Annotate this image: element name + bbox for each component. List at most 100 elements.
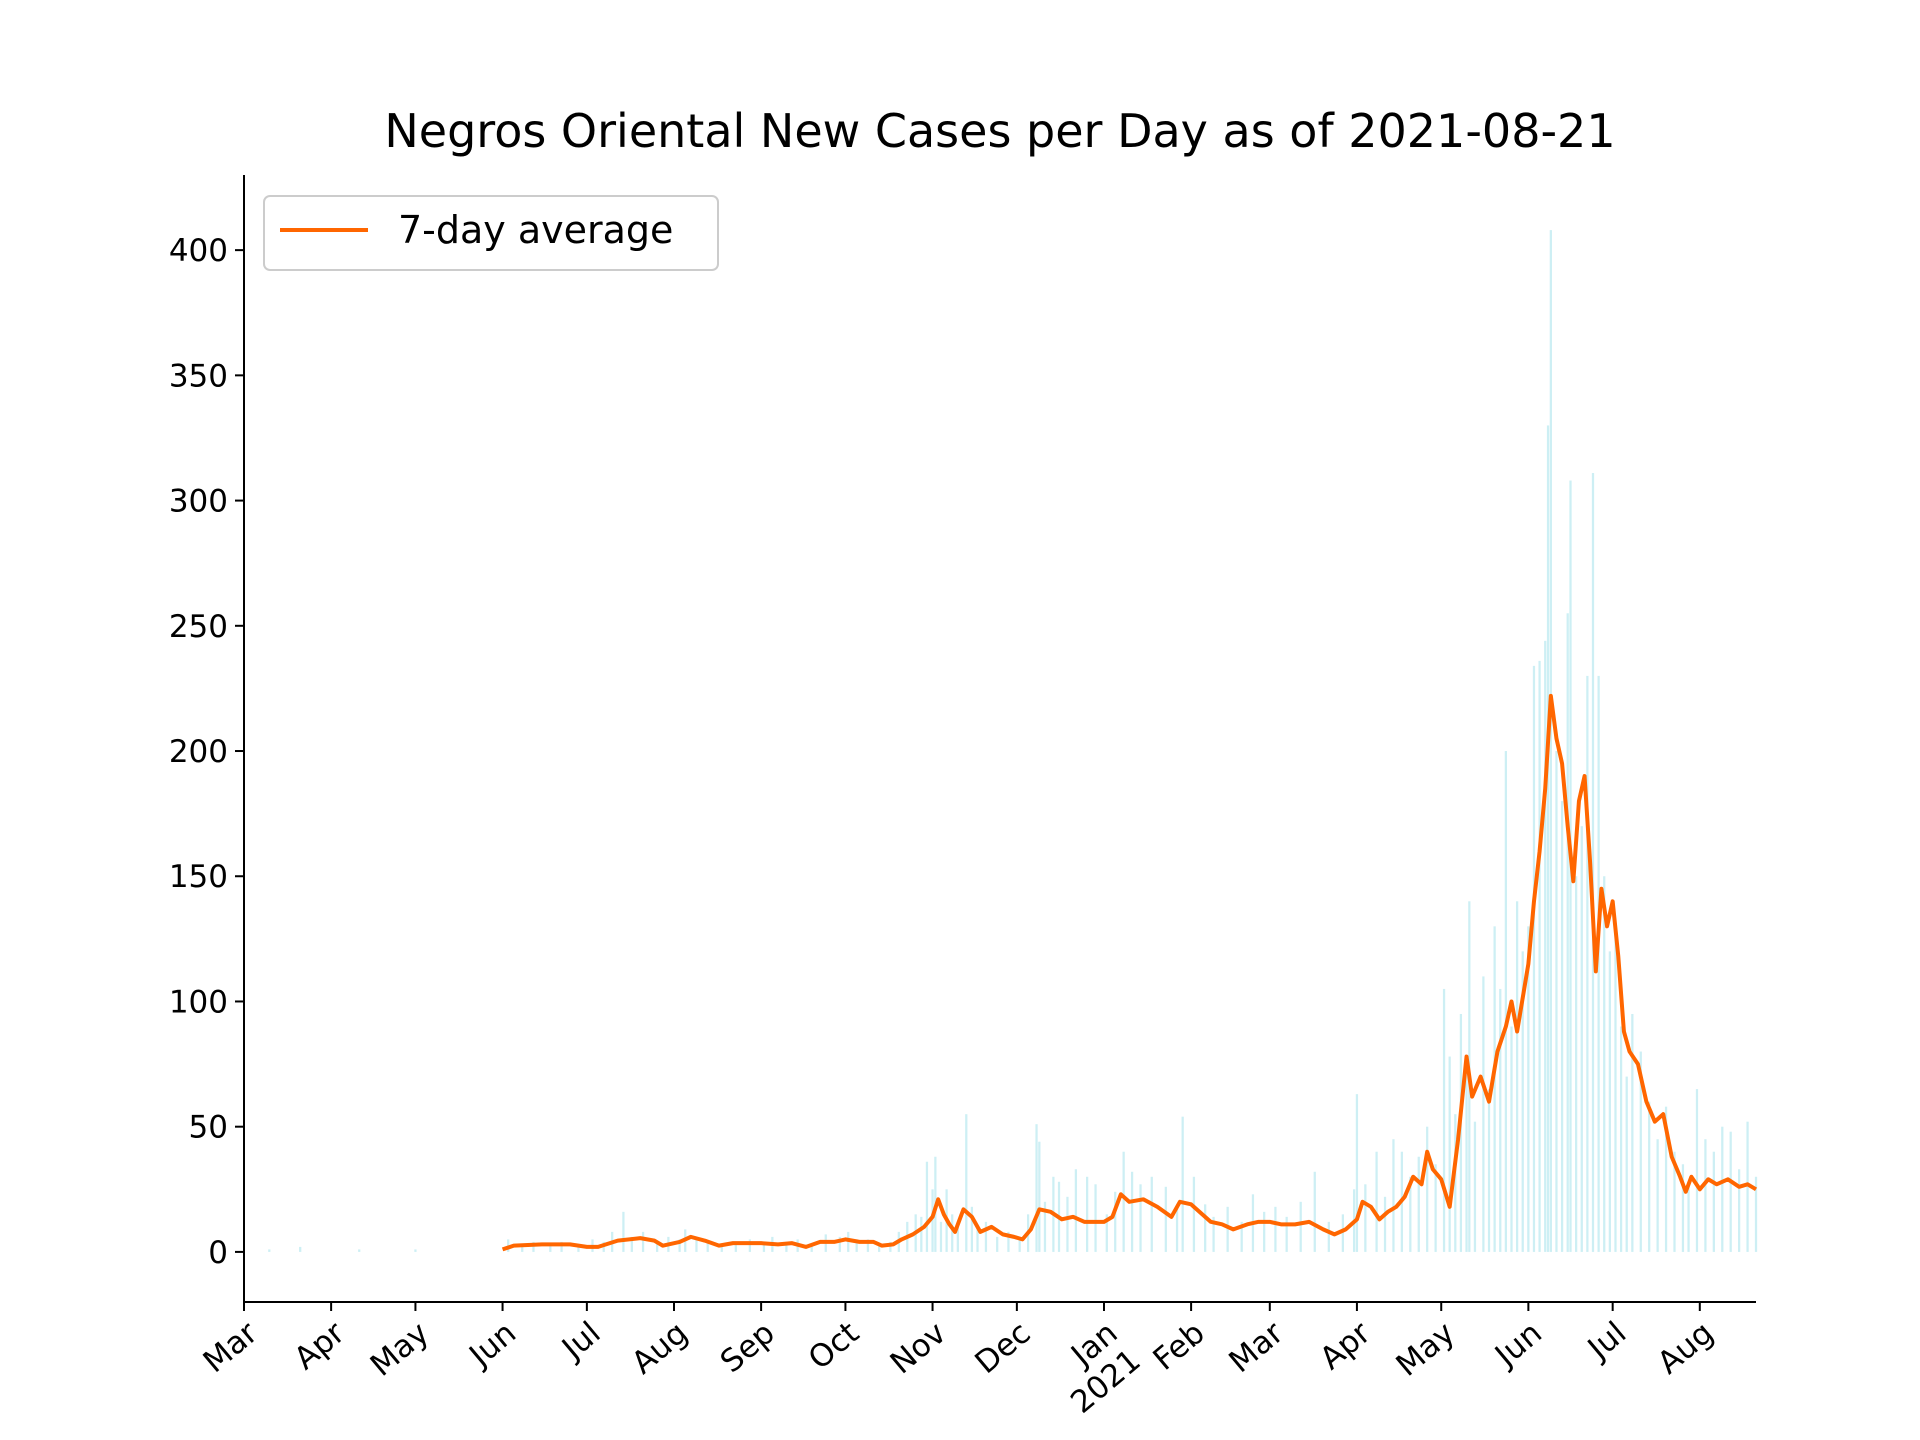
y-tick-label: 100 — [169, 984, 228, 1020]
x-tick-label: Aug — [625, 1315, 695, 1381]
y-tick-label: 300 — [169, 484, 228, 520]
y-tick-label: 350 — [169, 358, 228, 394]
x-tick-label: Jun — [1487, 1315, 1549, 1375]
x-tick-label: Jan2021 — [1041, 1315, 1148, 1421]
x-tick-label: Mar — [197, 1315, 265, 1380]
daily-cases-bar — [1538, 660, 1541, 1252]
daily-cases-bar — [1364, 1184, 1367, 1252]
daily-cases-bar — [1591, 473, 1595, 1252]
daily-cases-bar — [1619, 1026, 1623, 1252]
daily-cases-bar — [1105, 1214, 1108, 1252]
daily-cases-bar — [810, 1244, 813, 1252]
daily-cases-bar — [1482, 976, 1485, 1252]
daily-cases-bar — [630, 1236, 633, 1252]
daily-cases-bar — [970, 1206, 974, 1252]
daily-cases-bar — [1038, 1141, 1041, 1252]
daily-cases-bar — [1673, 1151, 1676, 1252]
x-tick-label-line: Apr — [1313, 1315, 1377, 1377]
daily-cases-bar — [1285, 1216, 1288, 1252]
daily-cases-bar — [1521, 951, 1524, 1252]
daily-cases-bar — [1546, 425, 1550, 1252]
legend-label-7-day-average: 7-day average — [398, 208, 673, 252]
legend-box — [263, 195, 719, 271]
x-tick-label-line: Nov — [884, 1315, 953, 1381]
daily-cases-bar — [1597, 675, 1600, 1252]
daily-cases-bar — [1192, 1176, 1196, 1252]
daily-cases-bar — [1459, 1013, 1463, 1252]
daily-cases-bar — [532, 1241, 535, 1252]
daily-cases-bar — [1527, 926, 1530, 1252]
daily-cases-bar — [1712, 1151, 1715, 1252]
x-tick-label: Jul — [1580, 1315, 1633, 1368]
seven-day-average-line — [501, 693, 1758, 1252]
x-tick-label: Apr — [287, 1315, 351, 1377]
x-tick-label: Sep — [714, 1315, 782, 1380]
daily-cases-bar — [1586, 675, 1589, 1252]
daily-cases-bar — [748, 1239, 751, 1252]
daily-cases-bar — [951, 1214, 954, 1252]
daily-cases-bar — [1327, 1221, 1330, 1252]
x-tick-label: Apr — [1313, 1315, 1377, 1377]
daily-cases-bar — [762, 1241, 766, 1252]
daily-cases-bar — [1746, 1121, 1749, 1252]
daily-cases-bar — [939, 1221, 943, 1252]
x-tick-label: Jul — [554, 1315, 607, 1368]
daily-cases-bar — [1754, 1176, 1758, 1252]
x-tick-label: Oct — [802, 1315, 866, 1377]
x-tick-label-line: Aug — [1651, 1315, 1721, 1381]
daily-cases-bar — [1263, 1211, 1266, 1252]
daily-cases-bar — [925, 1161, 929, 1252]
daily-cases-bar — [1122, 1151, 1125, 1252]
daily-cases-bar — [1355, 1094, 1359, 1252]
daily-cases-bar — [1575, 876, 1578, 1252]
daily-cases-bar — [1240, 1221, 1243, 1252]
daily-cases-bar — [299, 1246, 302, 1252]
x-tick-label: Dec — [968, 1315, 1037, 1381]
y-tick-label: 400 — [169, 233, 228, 269]
daily-cases-bar — [1417, 1156, 1420, 1252]
daily-cases-bar — [1299, 1201, 1302, 1252]
x-tick-label: May — [364, 1315, 436, 1384]
daily-cases-bar — [1007, 1231, 1010, 1252]
daily-cases-bar — [1704, 1139, 1707, 1252]
daily-cases-bar — [1656, 1139, 1659, 1252]
x-tick-label: May — [1390, 1315, 1462, 1384]
daily-cases-bar — [549, 1244, 552, 1252]
y-tick-label: 250 — [169, 609, 228, 645]
daily-cases-bar — [1226, 1206, 1229, 1252]
daily-cases-bar — [734, 1241, 737, 1252]
daily-cases-bar — [1639, 1051, 1642, 1252]
x-tick-label-line: May — [1390, 1315, 1462, 1384]
daily-cases-bar — [1499, 988, 1502, 1252]
daily-cases-bar — [1510, 1026, 1513, 1252]
daily-cases-bar — [1094, 1184, 1097, 1252]
daily-cases-bar — [358, 1249, 361, 1252]
daily-cases-bar — [1580, 826, 1583, 1252]
x-tick-label-line: Dec — [968, 1315, 1037, 1381]
x-tick-label: Nov — [884, 1315, 953, 1381]
daily-cases-bar — [1549, 230, 1552, 1252]
daily-cases-bar — [1313, 1171, 1316, 1252]
seven-day-average-layer — [501, 693, 1758, 1252]
daily-cases-bar — [560, 1241, 563, 1252]
daily-cases-bar — [720, 1244, 723, 1252]
daily-cases-bar — [1648, 1101, 1651, 1252]
daily-cases-bar — [706, 1241, 709, 1252]
daily-cases-bar — [1504, 751, 1507, 1252]
daily-cases-bar — [1493, 926, 1496, 1252]
daily-cases-bar — [1631, 1013, 1634, 1252]
daily-cases-bar — [1434, 1164, 1437, 1252]
daily-cases-bar — [785, 1241, 788, 1252]
daily-cases-bar — [1681, 1164, 1685, 1252]
x-tick-label: Jun — [461, 1315, 523, 1375]
daily-cases-bar — [1212, 1216, 1215, 1252]
daily-cases-bar — [1473, 1121, 1477, 1252]
x-tick-label-line: May — [364, 1315, 436, 1384]
daily-cases-bar — [1392, 1139, 1395, 1252]
x-tick-label: Aug — [1651, 1315, 1721, 1381]
x-tick-label-line: Jun — [461, 1315, 523, 1375]
daily-cases-bar — [678, 1239, 681, 1252]
daily-cases-bar — [1454, 1114, 1457, 1252]
daily-cases-bar — [1114, 1191, 1117, 1252]
daily-cases-bar — [1664, 1106, 1668, 1252]
